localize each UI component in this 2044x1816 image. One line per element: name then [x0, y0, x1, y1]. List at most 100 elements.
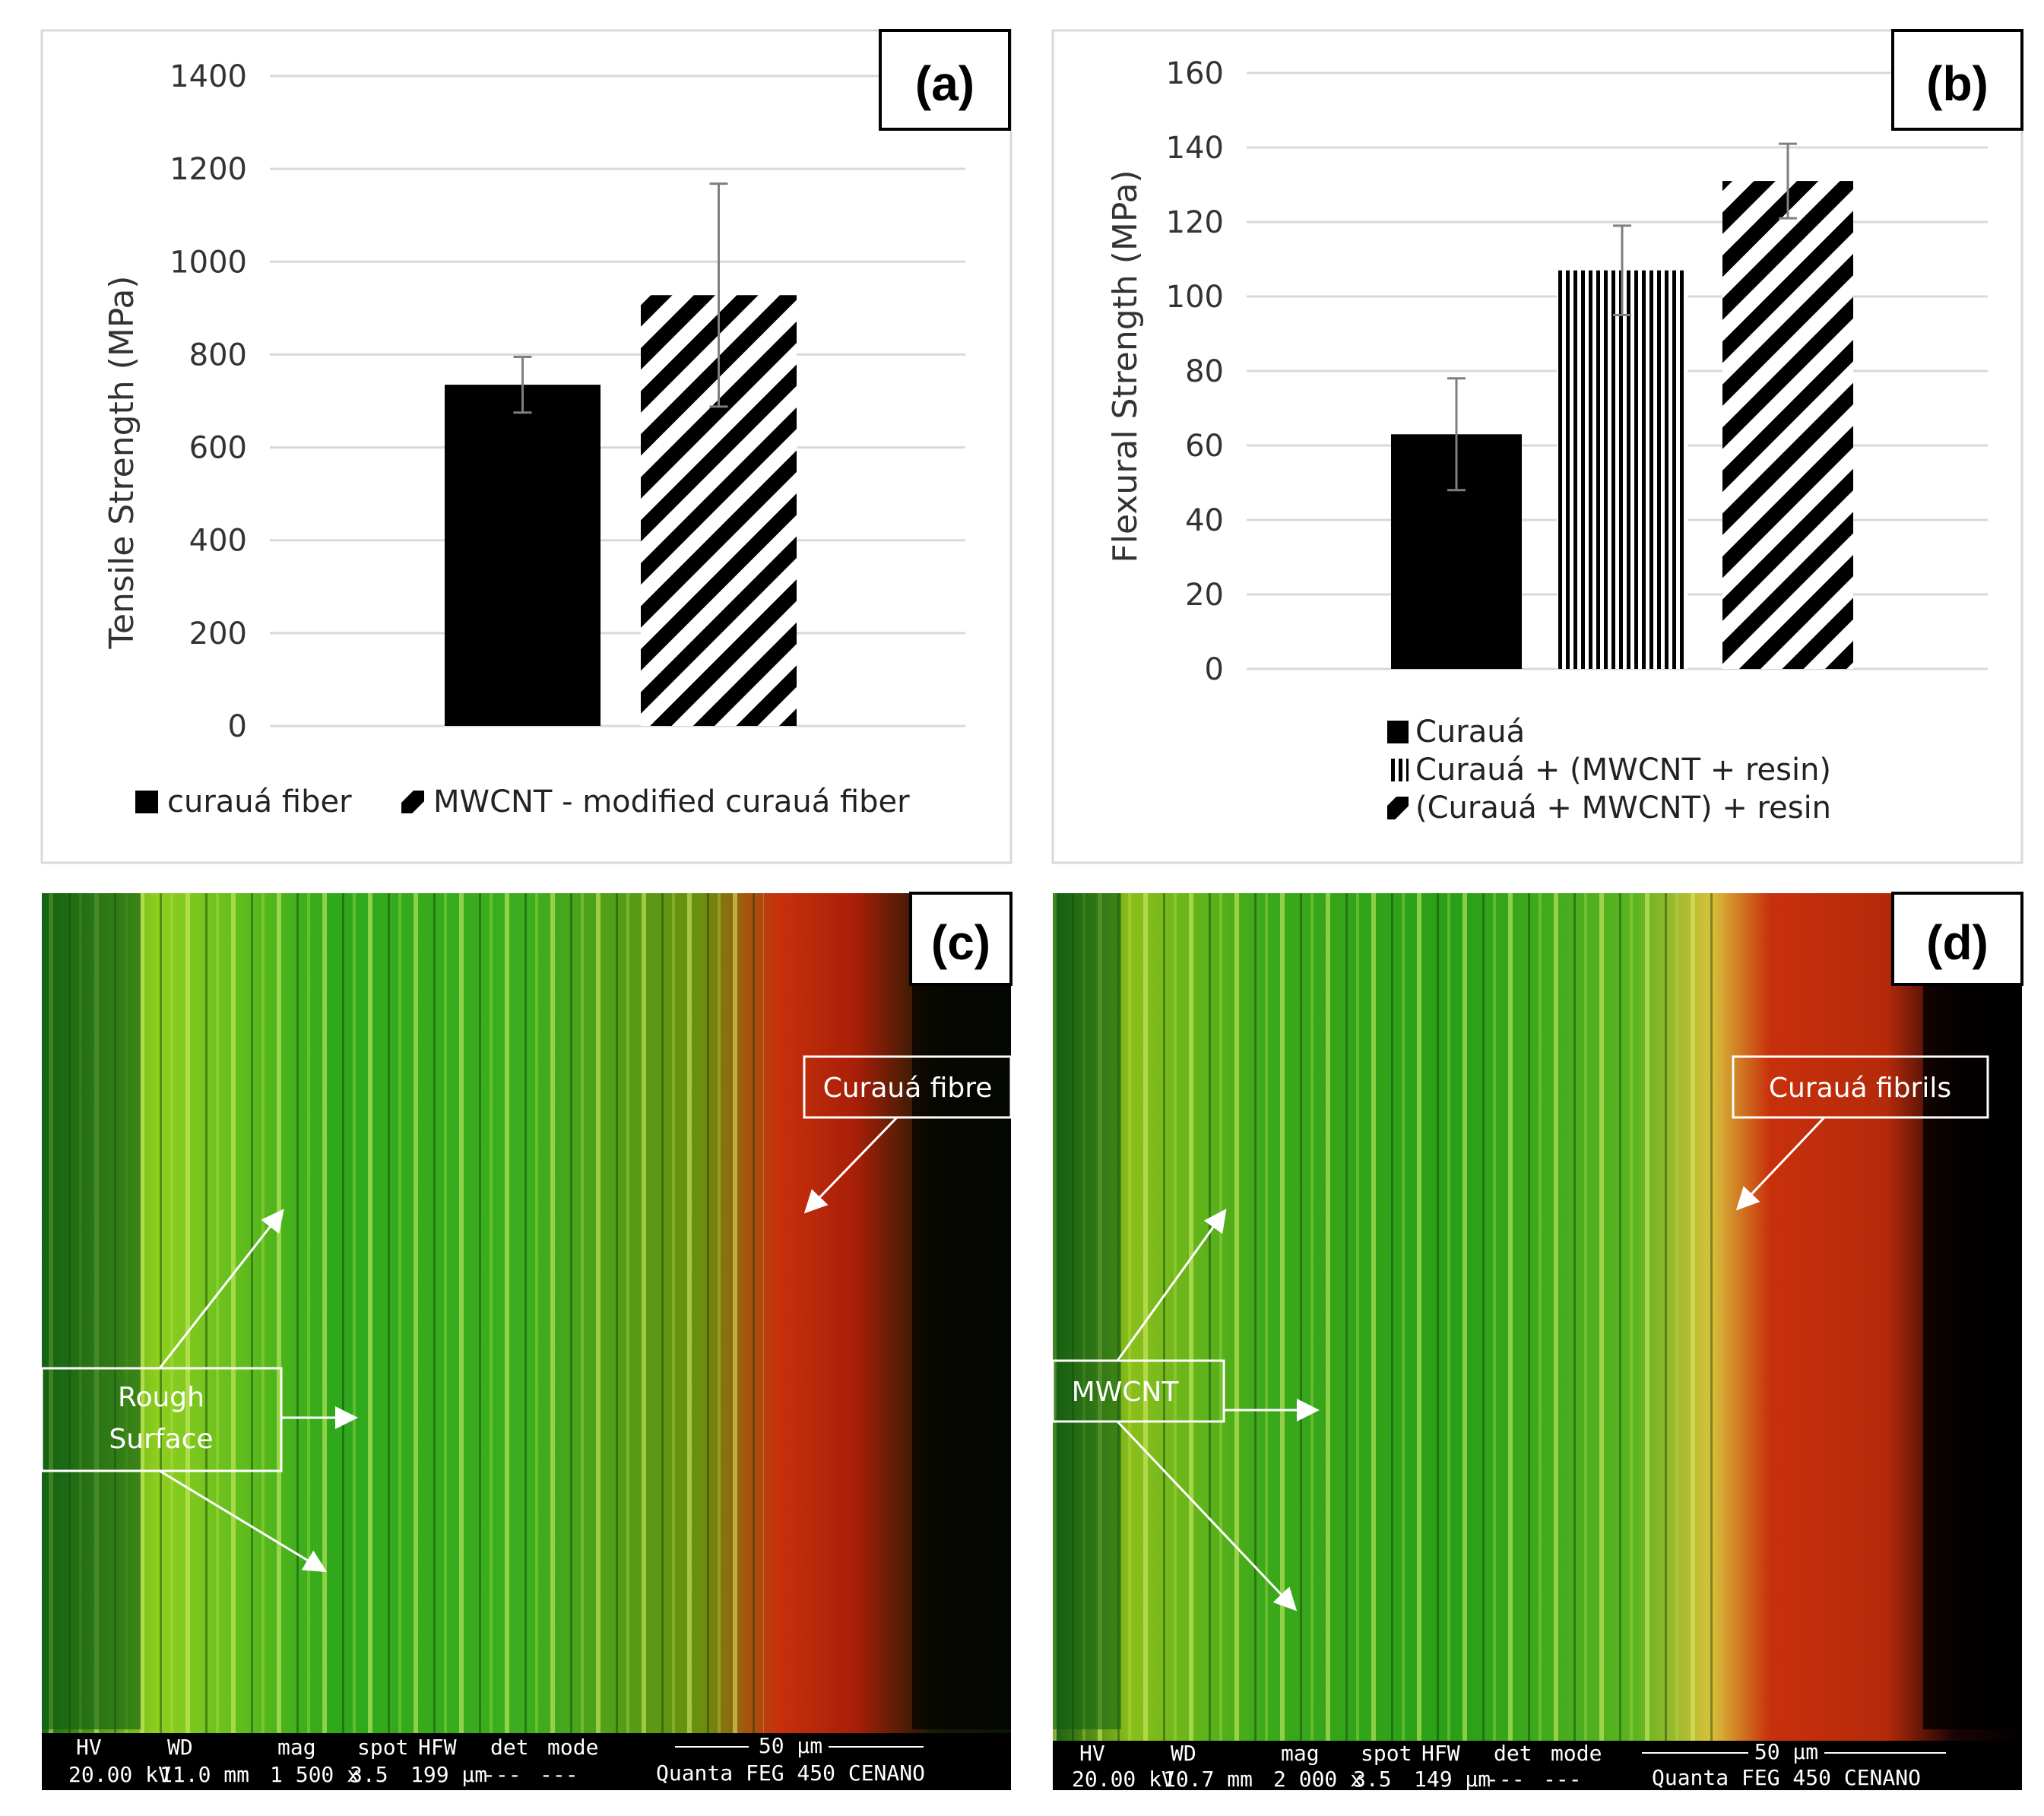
panel-a-legend-0: curauá fiber	[167, 784, 352, 819]
d-info-value-6: ---	[1543, 1767, 1582, 1792]
panel-b-ylabel: Flexural Strength (MPa)	[1106, 170, 1145, 563]
panel-a-ylabel: Tensile Strength (MPa)	[103, 276, 141, 650]
b-ytick-1: 20	[1185, 578, 1224, 613]
b-ytick-4: 80	[1185, 354, 1224, 389]
c-info-header-0: HV	[76, 1735, 102, 1760]
a-bar-0	[445, 385, 601, 726]
d-info-value-5: ---	[1486, 1767, 1525, 1792]
panel-d-fiber-texture	[1053, 893, 1722, 1790]
panel-a-label-box	[879, 29, 1011, 131]
d-info-value-2: 2 000 x	[1273, 1767, 1363, 1792]
c-info-header-2: mag	[277, 1735, 316, 1760]
panel-d-callout-box-fibrils	[1732, 1055, 1989, 1119]
panel-b-legend-2: (Curauá + MWCNT) + resin	[1415, 791, 1831, 826]
a-ytick-6: 1200	[170, 152, 247, 187]
panel-d-label-box	[1891, 892, 2023, 986]
panel-c-callout-rough: Rough	[118, 1382, 204, 1413]
b-bar-1	[1557, 270, 1687, 669]
panel-d-callout-mwcnt: MWCNT	[1072, 1377, 1180, 1408]
panel-c-right-shadow	[912, 893, 1011, 1729]
d-info-value-4: 149 µm	[1414, 1767, 1491, 1792]
panel-d-callout-fibrils: Curauá fibrils	[1769, 1073, 1951, 1104]
d-info-header-2: mag	[1281, 1741, 1320, 1766]
c-info-header-4: HFW	[418, 1735, 457, 1760]
panel-a-gridlines	[270, 74, 965, 727]
panel-c-left-shadow	[42, 893, 141, 1729]
panel-b-legend-1: Curauá + (MWCNT + resin)	[1415, 753, 1831, 788]
a-ytick-0: 0	[228, 709, 247, 744]
panel-d-arrow-fibrils	[1735, 1116, 1826, 1211]
c-info-value-4: 199 µm	[410, 1762, 487, 1787]
panel-d-info-bar	[1053, 1741, 2022, 1790]
panel-b-legend-swatch-1	[1387, 759, 1409, 781]
panel-c: (c) Curauá fibre Rough Surface HV WD mag sp…	[40, 892, 1012, 1790]
panel-b-label-box	[1891, 29, 2023, 131]
d-info-header-3: spot	[1361, 1741, 1412, 1766]
panel-d-scale-bar: 50 µm	[1754, 1739, 1818, 1764]
panel-c-label-box	[909, 892, 1012, 986]
c-info-value-2: 1 500 x	[270, 1762, 360, 1787]
panel-a-legend-swatch-0	[135, 791, 158, 813]
panel-c-callout-fibre: Curauá fibre	[823, 1073, 993, 1104]
a-ytick-2: 400	[189, 524, 247, 559]
panel-c-arrow-fibre	[803, 1116, 898, 1214]
panel-a: 0 200 400 600 800 1000 1200 1400 Tensile Streng…	[40, 29, 1012, 864]
c-info-header-6: mode	[547, 1735, 598, 1760]
b-ytick-8: 160	[1166, 56, 1224, 91]
panel-a-legend-1: MWCNT - modified curauá fiber	[433, 784, 910, 819]
c-info-header-5: det	[490, 1735, 529, 1760]
d-info-header-4: HFW	[1421, 1741, 1460, 1766]
panel-c-info-bar	[42, 1733, 1011, 1790]
c-info-value-5: ---	[483, 1762, 521, 1787]
panel-d-right-shadow	[1923, 893, 2022, 1729]
a-ytick-4: 800	[189, 338, 247, 372]
c-info-value-1: 11.0 mm	[160, 1762, 249, 1787]
c-info-header-3: spot	[357, 1735, 408, 1760]
b-ytick-7: 140	[1166, 131, 1224, 166]
panel-a-label: (a)	[915, 56, 974, 111]
panel-a-legend-swatch-1	[401, 791, 424, 813]
panel-c-callout-surface: Surface	[109, 1424, 213, 1455]
panel-b-legend-0: Curauá	[1415, 715, 1525, 750]
d-info-value-3: 3.5	[1353, 1767, 1392, 1792]
c-info-value-6: ---	[540, 1762, 578, 1787]
panel-b: 0 20 40 60 80 100 120 140 160 Flexural Strength …	[1051, 29, 2023, 864]
panel-d-label: (d)	[1926, 915, 1989, 970]
d-info-header-0: HV	[1079, 1741, 1105, 1766]
panel-c-instrument: Quanta FEG 450 CENANO	[656, 1761, 925, 1786]
panel-a-bars	[445, 182, 797, 726]
panel-c-arrow-rough-3	[159, 1469, 328, 1573]
panel-c-fiber-texture	[42, 893, 764, 1790]
panel-b-tick-labels: 0 20 40 60 80 100 120 140 160	[1166, 56, 1224, 687]
d-info-header-1: WD	[1171, 1741, 1196, 1766]
a-ytick-3: 600	[189, 431, 247, 466]
panel-d-instrument: Quanta FEG 450 CENANO	[1652, 1765, 1921, 1790]
panel-d-left-shadow	[1053, 893, 1121, 1729]
a-ytick-7: 1400	[170, 59, 247, 94]
d-info-header-5: det	[1494, 1741, 1532, 1766]
b-ytick-0: 0	[1205, 652, 1224, 687]
panel-d: (d) Curauá fibrils MWCNT HV WD mag spot HFW d…	[1051, 892, 2023, 1792]
panel-a-tick-labels: 0 200 400 600 800 1000 1200 1400	[170, 59, 247, 744]
panel-c-callout-box-fibre	[803, 1055, 1012, 1119]
panel-b-legend-swatch-2	[1387, 797, 1409, 819]
panel-d-callout-box-mwcnt	[1051, 1359, 1225, 1423]
a-ytick-5: 1000	[170, 245, 247, 280]
b-bar-2	[1722, 181, 1853, 670]
panel-c-arrow-rough-1	[158, 1209, 284, 1369]
panel-c-scale-bar: 50 µm	[759, 1733, 822, 1758]
b-ytick-3: 60	[1185, 429, 1224, 464]
b-ytick-6: 120	[1166, 205, 1224, 240]
c-info-value-3: 3.5	[350, 1762, 388, 1787]
b-ytick-5: 100	[1166, 280, 1224, 315]
c-info-header-1: WD	[167, 1735, 193, 1760]
c-info-value-0: 20.00 kV	[68, 1762, 171, 1787]
b-ytick-2: 40	[1185, 503, 1224, 538]
d-info-value-0: 20.00 kV	[1072, 1767, 1174, 1792]
panel-d-arrow-mwcnt-1	[1116, 1209, 1227, 1361]
panel-b-bars	[1391, 142, 1853, 670]
a-ytick-1: 200	[189, 616, 247, 651]
